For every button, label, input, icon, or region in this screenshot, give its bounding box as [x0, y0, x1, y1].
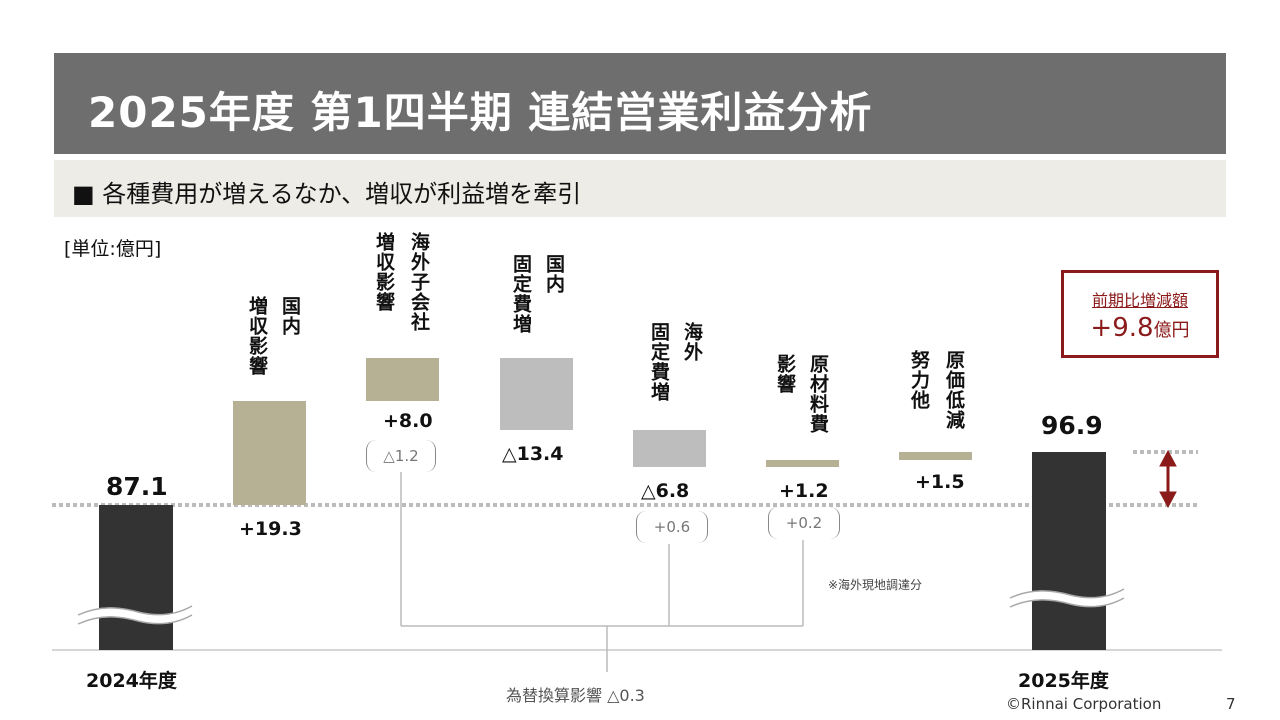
page-subtitle: ■ 各種費用が増えるなか、増収が利益増を牽引 — [72, 180, 582, 208]
difference-box: 前期比増減額 +9.8億円 — [1061, 270, 1219, 358]
difference-unit: 億円 — [1153, 320, 1190, 341]
value-2024: 87.1 — [106, 472, 168, 501]
label-s5-b: 影響 — [774, 354, 796, 394]
value-s3: △13.4 — [502, 443, 564, 465]
label-2024: 2024年度 — [86, 670, 177, 692]
difference-label: 前期比増減額 — [1091, 291, 1188, 310]
difference-value: +9.8 — [1090, 313, 1154, 343]
label-s4-b: 固定費増 — [648, 322, 670, 402]
difference-value-line: +9.8億円 — [1064, 313, 1216, 343]
subtitle-bar: ■ 各種費用が増えるなか、増収が利益増を牽引 — [54, 160, 1226, 217]
label-s2-b: 増収影響 — [373, 232, 395, 312]
unit-label: [単位:億円] — [64, 238, 162, 260]
label-s4-a: 海外 — [681, 322, 703, 362]
page-number: 7 — [1226, 695, 1236, 713]
title-bar: 2025年度 第1四半期 連結営業利益分析 — [54, 53, 1226, 154]
copyright: ©Rinnai Corporation — [1006, 695, 1162, 713]
fx-value-s4: +0.6 — [636, 511, 708, 543]
value-s6: +1.5 — [915, 471, 965, 493]
fx-bracket — [400, 472, 804, 672]
value-2025: 96.9 — [1041, 411, 1103, 440]
label-s5-a: 原材料費 — [807, 354, 829, 434]
difference-arrow — [1159, 449, 1177, 509]
bar-cost-reduction — [899, 452, 972, 461]
label-s3-a: 国内 — [543, 254, 565, 294]
fx-total-label: 為替換算影響 △0.3 — [506, 686, 645, 705]
value-s5: +1.2 — [779, 480, 829, 502]
bar-2024 — [99, 505, 173, 650]
label-s1-b: 増収影響 — [246, 296, 268, 376]
label-s3-b: 固定費増 — [510, 254, 532, 334]
value-s1: +19.3 — [239, 518, 302, 540]
value-s2: +8.0 — [383, 410, 433, 432]
label-2025: 2025年度 — [1018, 670, 1109, 692]
label-s1-a: 国内 — [279, 296, 301, 336]
fx-value-s2: △1.2 — [366, 440, 436, 472]
bar-domestic-fixed-cost — [500, 357, 573, 430]
note-local-procurement: ※海外現地調達分 — [828, 578, 923, 592]
value-s4: △6.8 — [641, 480, 690, 502]
bar-2025 — [1032, 452, 1106, 650]
label-s6-b: 努力他 — [908, 350, 930, 410]
fx-value-s5: +0.2 — [768, 507, 840, 539]
bar-overseas-revenue — [366, 357, 439, 401]
label-s6-a: 原価低減 — [943, 350, 965, 430]
bar-overseas-fixed-cost — [633, 429, 706, 467]
label-s2-a: 海外子会社 — [408, 232, 430, 332]
bar-material-cost — [766, 460, 839, 467]
bar-domestic-revenue — [233, 400, 306, 505]
page-title: 2025年度 第1四半期 連結営業利益分析 — [88, 88, 873, 137]
